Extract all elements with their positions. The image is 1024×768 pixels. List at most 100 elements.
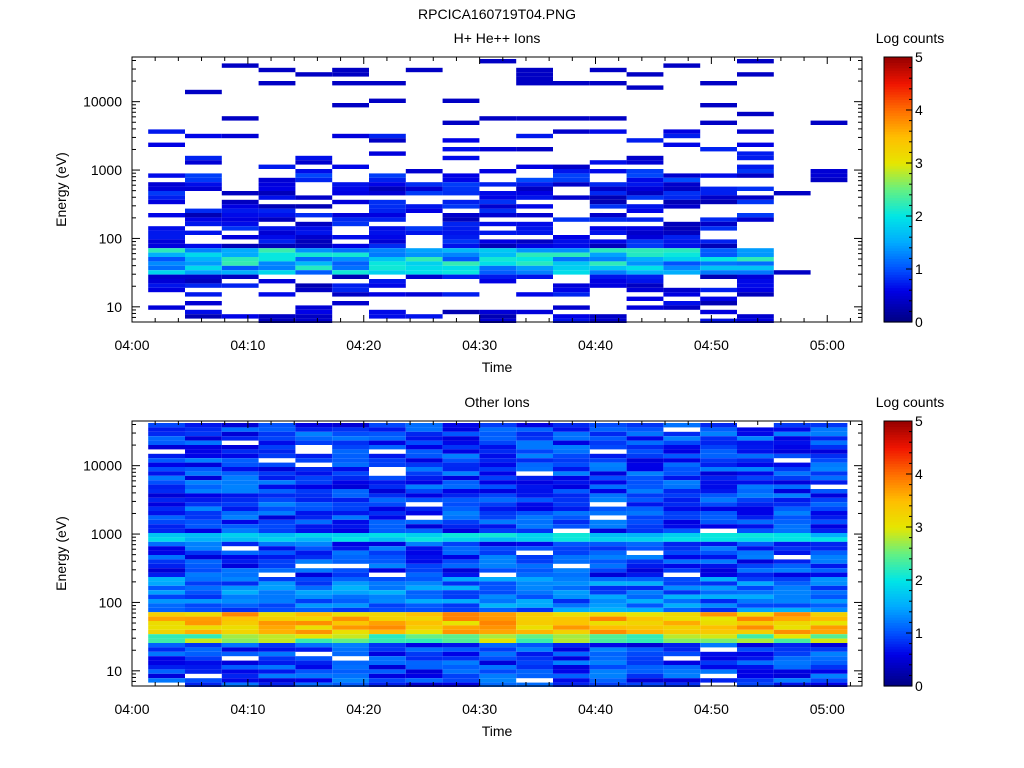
heatmap-cell [589,314,627,319]
heatmap-cell [221,528,259,533]
colorbar-segment [884,155,912,159]
heatmap-cell [516,585,553,591]
heatmap-cell [185,537,222,542]
heatmap-cell [295,647,333,652]
heatmap-cell [148,533,185,538]
colorbar-tick-label: 3 [915,155,923,171]
colorbar-segment [884,452,912,457]
heatmap-cell [442,475,480,481]
colorbar-segment [884,255,912,259]
colorbar-segment [884,521,912,525]
heatmap-cell [516,239,553,244]
heatmap-cell [442,669,480,674]
heatmap-cell [332,436,369,441]
heatmap-cell [737,164,774,169]
heatmap-cell [810,173,848,178]
heatmap-cell [221,533,259,538]
heatmap-cell [663,423,701,428]
heatmap-cell [700,665,737,670]
heatmap-cell [553,116,590,121]
heatmap-cell [589,217,627,222]
heatmap-cell [810,440,848,445]
heatmap-cell [773,528,811,533]
heatmap-cell [405,559,443,564]
heatmap-cell [516,458,553,463]
heatmap-cell [442,274,480,279]
heatmap-cell [148,581,185,586]
heatmap-cell [479,274,517,279]
heatmap-cell [700,511,737,516]
heatmap-cell [810,643,848,648]
colorbar-segment [884,276,912,281]
heatmap-cell [148,634,185,639]
heatmap-cell [479,489,517,494]
heatmap-cell [737,607,774,613]
heatmap-cell [405,572,443,577]
heatmap-cell [479,634,517,639]
heatmap-cell [332,682,369,687]
heatmap-cell [405,191,443,196]
heatmap-cell [221,594,259,599]
colorbar-segment [884,253,912,257]
heatmap-cell [148,656,185,661]
heatmap-cell [626,660,664,665]
heatmap-cell [626,511,664,516]
heatmap-cell [700,445,737,450]
heatmap-cell [553,164,590,169]
heatmap-cell [221,471,259,476]
heatmap-cell [332,511,369,516]
heatmap-cell [332,292,369,297]
heatmap-cell [258,243,296,249]
heatmap-cell [516,230,553,235]
heatmap-cell [810,423,848,428]
colorbar-segment [884,580,912,584]
heatmap-cell [185,502,222,507]
heatmap-cell [479,616,517,621]
heatmap-cell [810,647,848,652]
heatmap-cell [626,471,664,476]
heatmap-cell [773,616,811,621]
colorbar-tick-label: 5 [915,49,923,65]
heatmap-cell [663,634,701,639]
colorbar-segment [884,421,912,425]
heatmap-cell [553,665,590,670]
heatmap-cell [553,265,590,271]
heatmap-cell [589,497,627,503]
heatmap-cell [700,270,737,275]
heatmap-cell [442,625,480,630]
heatmap-cell [626,638,664,643]
heatmap-cell [773,638,811,643]
heatmap-cell [663,493,701,498]
heatmap-cell [258,462,296,467]
heatmap-cell [295,625,333,630]
heatmap-cell [626,519,664,525]
heatmap-cell [626,651,664,657]
heatmap-cell [148,462,185,467]
colorbar-segment [884,434,912,438]
heatmap-cell [442,656,480,661]
heatmap-cell [700,581,737,586]
heatmap-cell [626,673,664,679]
heatmap-cell [442,467,480,472]
heatmap-cell [810,497,848,503]
heatmap-cell [626,423,664,428]
heatmap-cell [516,590,553,595]
heatmap-cell [332,480,369,485]
heatmap-cell [405,665,443,670]
heatmap-cell [148,142,185,147]
heatmap-cell [589,471,627,476]
colorbar-segment [884,186,912,191]
heatmap-cell [773,475,811,481]
heatmap-cell [295,261,333,266]
heatmap-cell [221,213,259,218]
heatmap-cell [442,489,480,494]
colorbar-segment [884,152,912,156]
heatmap-cell [663,528,701,533]
heatmap-cell [258,261,296,266]
heatmap-cell [479,502,517,507]
heatmap-cell [369,634,406,639]
heatmap-cell [479,590,517,595]
heatmap-cell [405,599,443,604]
heatmap-cell [221,493,259,498]
heatmap-cell [737,519,774,525]
